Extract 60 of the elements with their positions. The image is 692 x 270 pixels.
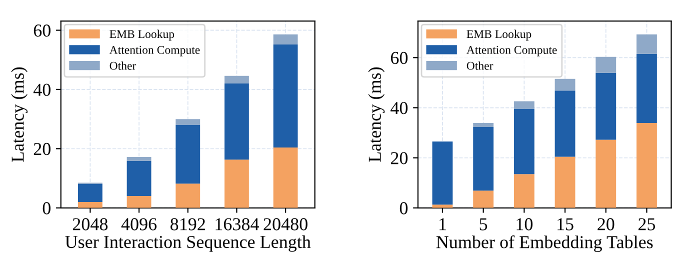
x-tick-label: 20 (598, 218, 614, 230)
y-tick-label: 40 (390, 102, 408, 114)
bar (126, 160, 152, 196)
bar (514, 174, 534, 208)
bar (596, 56, 616, 73)
y-tick-label: 20 (34, 142, 50, 156)
bar (554, 78, 576, 91)
x-tick-label: 5 (480, 218, 488, 230)
x-tick-label: 15 (558, 218, 574, 230)
bar (554, 156, 576, 208)
x-tick-label: 1 (440, 218, 446, 230)
legend-label: Attention Compute (466, 46, 557, 56)
legend-label: EMB Lookup (110, 30, 174, 40)
x-axis-title: Number of Embedding Tables (436, 235, 653, 252)
bar (432, 204, 453, 208)
x-tick-label: 20480 (264, 218, 308, 230)
bar (176, 124, 200, 184)
x-tick-label: 16384 (216, 218, 260, 230)
bar (473, 190, 494, 208)
x-tick-label: 10 (516, 218, 533, 230)
bar (273, 34, 298, 44)
y-tick-label: 20 (390, 152, 408, 164)
legend-label: Attention Compute (109, 46, 200, 56)
y-axis-title: Latency (ms) (11, 67, 28, 162)
bar (514, 101, 534, 109)
bar (126, 196, 152, 208)
bar (224, 160, 249, 208)
y-tick-label: 40 (33, 84, 50, 96)
bar (473, 127, 494, 191)
bar (636, 54, 657, 123)
bar (636, 122, 657, 208)
bar (514, 108, 534, 174)
bar (636, 34, 657, 54)
bar (554, 90, 576, 157)
legend-label: Other (466, 61, 494, 70)
bar (78, 202, 102, 208)
bar (224, 84, 249, 160)
legend-label: Other (110, 61, 136, 70)
y-tick-label: 60 (34, 24, 50, 37)
y-axis-title: Latency (ms) (368, 67, 385, 162)
bar (273, 44, 298, 148)
y-tick-label: 0 (400, 202, 408, 214)
x-tick-label: 4096 (121, 218, 157, 230)
bar (273, 147, 298, 208)
x-axis-title: User Interaction Sequence Length (65, 235, 311, 252)
bar (176, 119, 200, 125)
bar (78, 184, 102, 202)
x-tick-label: 2048 (72, 218, 108, 230)
bar (473, 122, 494, 128)
x-tick-label: 25 (638, 218, 656, 230)
bar (596, 140, 616, 208)
bar (176, 184, 200, 208)
bar (596, 72, 616, 140)
legend-label: EMB Lookup (466, 30, 532, 40)
y-tick-label: 0 (42, 202, 50, 214)
x-tick-label: 8192 (170, 218, 205, 230)
bar (432, 142, 453, 205)
bar (126, 156, 152, 161)
bar (224, 76, 249, 84)
y-tick-label: 60 (390, 52, 408, 64)
